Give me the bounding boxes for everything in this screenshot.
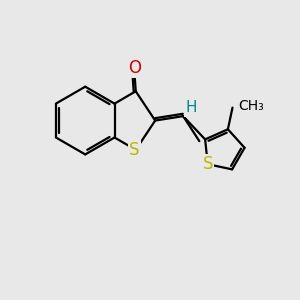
Text: O: O	[128, 59, 141, 77]
Text: S: S	[202, 155, 213, 173]
Text: CH₃: CH₃	[238, 99, 264, 113]
Text: S: S	[129, 141, 140, 159]
Text: H: H	[186, 100, 197, 116]
